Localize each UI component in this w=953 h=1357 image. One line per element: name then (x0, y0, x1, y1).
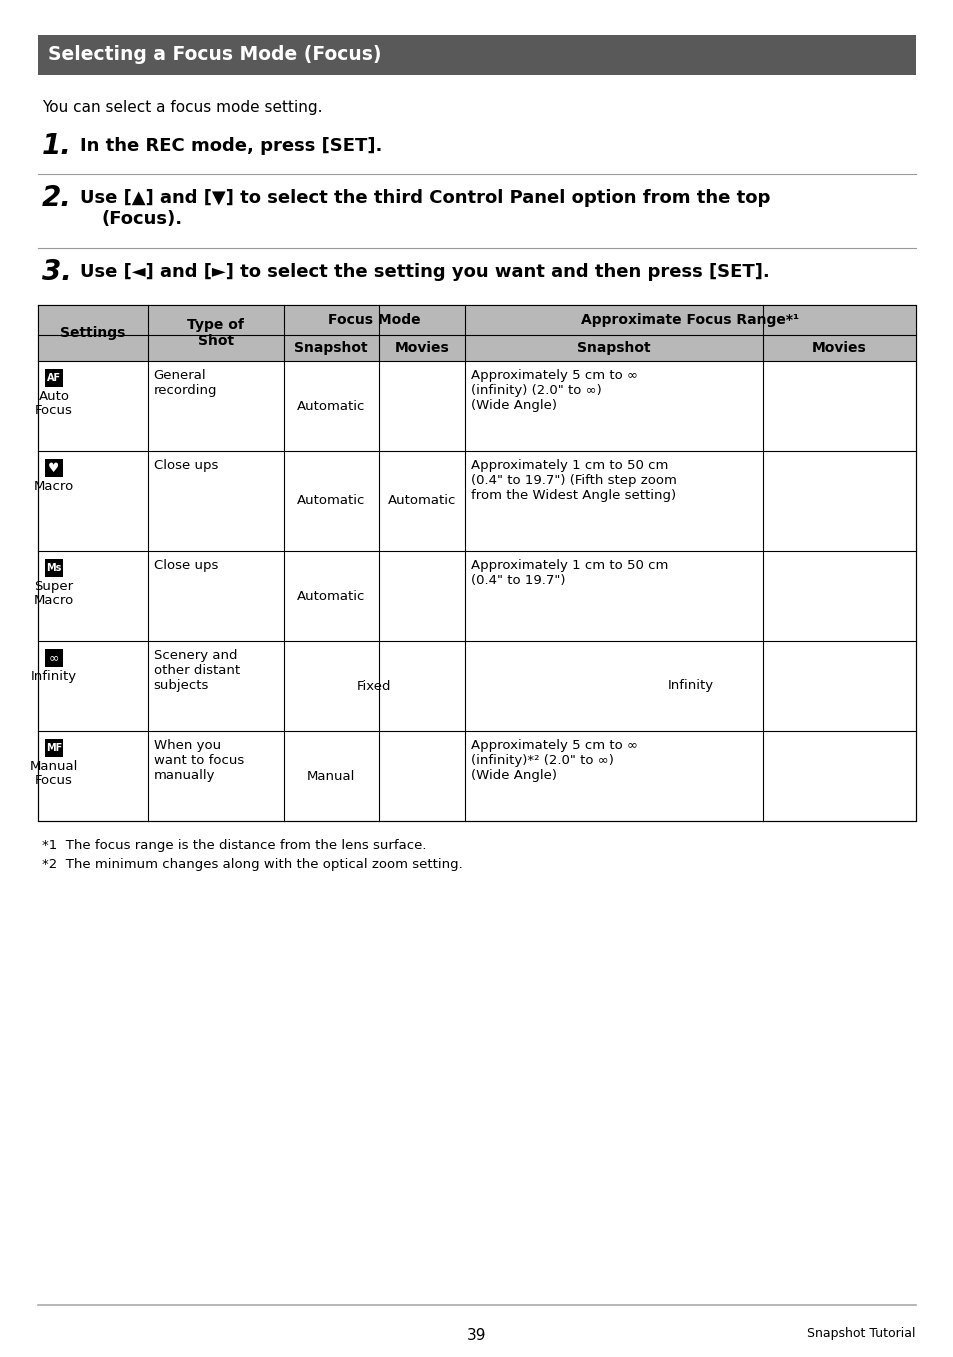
Text: Movies: Movies (394, 341, 449, 356)
Text: Scenery and
other distant
subjects: Scenery and other distant subjects (153, 649, 239, 692)
Text: Snapshot Tutorial: Snapshot Tutorial (806, 1327, 915, 1339)
Text: AF: AF (47, 373, 61, 383)
Bar (45, 649, 63, 668)
Text: Approximately 1 cm to 50 cm
(0.4" to 19.7"): Approximately 1 cm to 50 cm (0.4" to 19.… (470, 559, 667, 588)
Text: Settings: Settings (60, 326, 126, 341)
Text: Automatic: Automatic (296, 399, 365, 413)
Text: Super: Super (34, 579, 73, 593)
Text: Use [◄] and [►] to select the setting you want and then press [SET].: Use [◄] and [►] to select the setting yo… (80, 263, 769, 281)
Text: Approximately 5 cm to ∞
(infinity) (2.0" to ∞)
(Wide Angle): Approximately 5 cm to ∞ (infinity) (2.0"… (470, 369, 637, 413)
Text: Approximately 5 cm to ∞
(infinity)*² (2.0" to ∞)
(Wide Angle): Approximately 5 cm to ∞ (infinity)*² (2.… (470, 740, 637, 782)
Bar (45, 740, 63, 757)
Text: When you
want to focus
manually: When you want to focus manually (153, 740, 244, 782)
Text: *1  The focus range is the distance from the lens surface.: *1 The focus range is the distance from … (42, 839, 426, 852)
Text: (Focus).: (Focus). (102, 210, 183, 228)
Text: Snapshot: Snapshot (577, 341, 650, 356)
Bar (38, 35, 915, 75)
Bar (38, 305, 915, 335)
Text: Focus: Focus (35, 404, 72, 417)
Text: Fixed: Fixed (356, 680, 391, 692)
Text: Approximate Focus Range*¹: Approximate Focus Range*¹ (580, 313, 799, 327)
Text: In the REC mode, press [SET].: In the REC mode, press [SET]. (80, 137, 382, 155)
Bar (38, 305, 915, 821)
Text: ♥: ♥ (49, 461, 59, 475)
Text: Type of
Shot: Type of Shot (187, 318, 244, 349)
Text: Infinity: Infinity (30, 670, 77, 683)
Text: Close ups: Close ups (153, 459, 218, 472)
Text: Automatic: Automatic (296, 494, 365, 508)
Text: ∞: ∞ (49, 651, 59, 665)
Text: Approximately 1 cm to 50 cm
(0.4" to 19.7") (Fifth step zoom
from the Widest Ang: Approximately 1 cm to 50 cm (0.4" to 19.… (470, 459, 676, 502)
Text: Manual: Manual (30, 760, 78, 773)
Bar (45, 459, 63, 478)
Text: Focus Mode: Focus Mode (328, 313, 420, 327)
Text: MF: MF (46, 744, 62, 753)
Text: Movies: Movies (811, 341, 866, 356)
Text: Infinity: Infinity (666, 680, 713, 692)
Text: 39: 39 (467, 1327, 486, 1342)
Text: Automatic: Automatic (296, 589, 365, 603)
Text: General
recording: General recording (153, 369, 217, 398)
Text: Macro: Macro (34, 594, 74, 607)
Text: *2  The minimum changes along with the optical zoom setting.: *2 The minimum changes along with the op… (42, 858, 462, 871)
Text: Automatic: Automatic (387, 494, 456, 508)
Text: Snapshot: Snapshot (294, 341, 368, 356)
Text: Ms: Ms (47, 563, 62, 573)
Text: Manual: Manual (307, 769, 355, 783)
Text: 2.: 2. (42, 185, 71, 212)
Text: Use [▲] and [▼] to select the third Control Panel option from the top: Use [▲] and [▼] to select the third Cont… (80, 189, 770, 208)
Text: 1.: 1. (42, 132, 71, 160)
Bar (45, 559, 63, 577)
Text: 3.: 3. (42, 258, 71, 286)
Text: You can select a focus mode setting.: You can select a focus mode setting. (42, 100, 322, 115)
Text: Close ups: Close ups (153, 559, 218, 573)
Text: Focus: Focus (35, 773, 72, 787)
Text: Auto: Auto (38, 389, 70, 403)
Bar (45, 369, 63, 387)
Text: Macro: Macro (34, 480, 74, 493)
Text: Selecting a Focus Mode (Focus): Selecting a Focus Mode (Focus) (48, 46, 381, 65)
Bar (38, 335, 915, 361)
